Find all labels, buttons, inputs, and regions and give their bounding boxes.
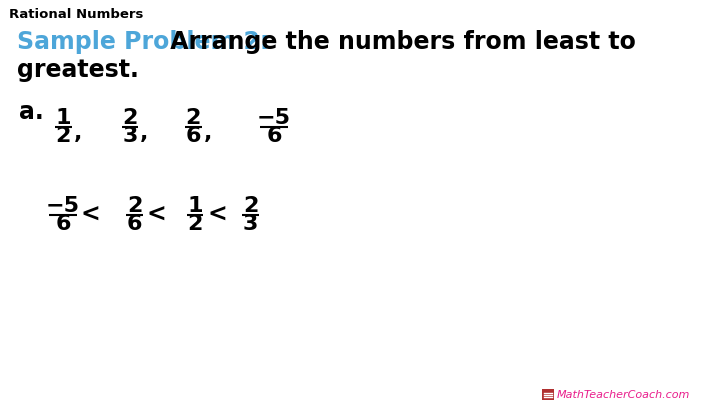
Text: 6: 6 <box>266 126 282 146</box>
Text: −5: −5 <box>257 108 291 128</box>
Text: 2: 2 <box>55 126 71 146</box>
Text: Rational Numbers: Rational Numbers <box>9 8 144 21</box>
Text: 2: 2 <box>122 108 138 128</box>
FancyBboxPatch shape <box>542 389 554 400</box>
Text: ,: , <box>73 123 82 143</box>
Text: 6: 6 <box>127 214 143 234</box>
Text: 6: 6 <box>185 126 201 146</box>
Text: 1: 1 <box>187 196 203 216</box>
Text: <: < <box>147 203 166 227</box>
Text: 6: 6 <box>55 214 71 234</box>
Text: 2: 2 <box>186 108 201 128</box>
Text: 3: 3 <box>122 126 138 146</box>
Text: <: < <box>207 203 227 227</box>
Text: ,: , <box>204 123 212 143</box>
Text: −5: −5 <box>46 196 80 216</box>
Text: Arrange the numbers from least to: Arrange the numbers from least to <box>163 30 636 54</box>
Text: 2: 2 <box>187 214 202 234</box>
Text: 2: 2 <box>243 196 258 216</box>
Text: 2: 2 <box>127 196 143 216</box>
Text: MathTeacherCoach.com: MathTeacherCoach.com <box>557 390 690 400</box>
Text: greatest.: greatest. <box>17 58 138 82</box>
Text: 3: 3 <box>243 214 258 234</box>
Text: ,: , <box>140 123 148 143</box>
Text: Sample Problem 2:: Sample Problem 2: <box>17 30 269 54</box>
Text: a.: a. <box>19 100 43 124</box>
Text: 1: 1 <box>55 108 71 128</box>
Text: <: < <box>81 203 101 227</box>
